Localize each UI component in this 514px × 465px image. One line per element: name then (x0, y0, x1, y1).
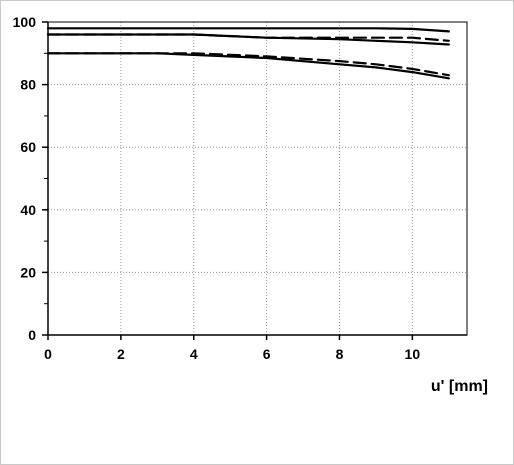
series-line-5-solid (46, 52, 450, 80)
x-tick-label: 10 (405, 346, 421, 362)
x-tick-label: 0 (44, 346, 52, 362)
grid-lines (48, 21, 467, 335)
y-tick-label: 100 (13, 14, 37, 30)
x-tick-label: 4 (190, 346, 198, 362)
x-tick-label: 6 (263, 346, 271, 362)
axes (42, 21, 468, 340)
series-lines (46, 27, 450, 80)
series-line-1-solid (46, 27, 450, 33)
x-tick-label: 8 (336, 346, 344, 362)
y-tick-label: 20 (20, 264, 36, 280)
series-line-3-solid (46, 33, 450, 46)
y-tick-label: 80 (20, 77, 36, 93)
x-axis-title: u' [mm] (431, 378, 488, 395)
y-tick-label: 60 (20, 139, 36, 155)
plot-border (47, 21, 468, 336)
y-tick-label: 0 (28, 327, 36, 343)
y-tick-label: 40 (20, 202, 36, 218)
x-tick-label: 2 (117, 346, 125, 362)
